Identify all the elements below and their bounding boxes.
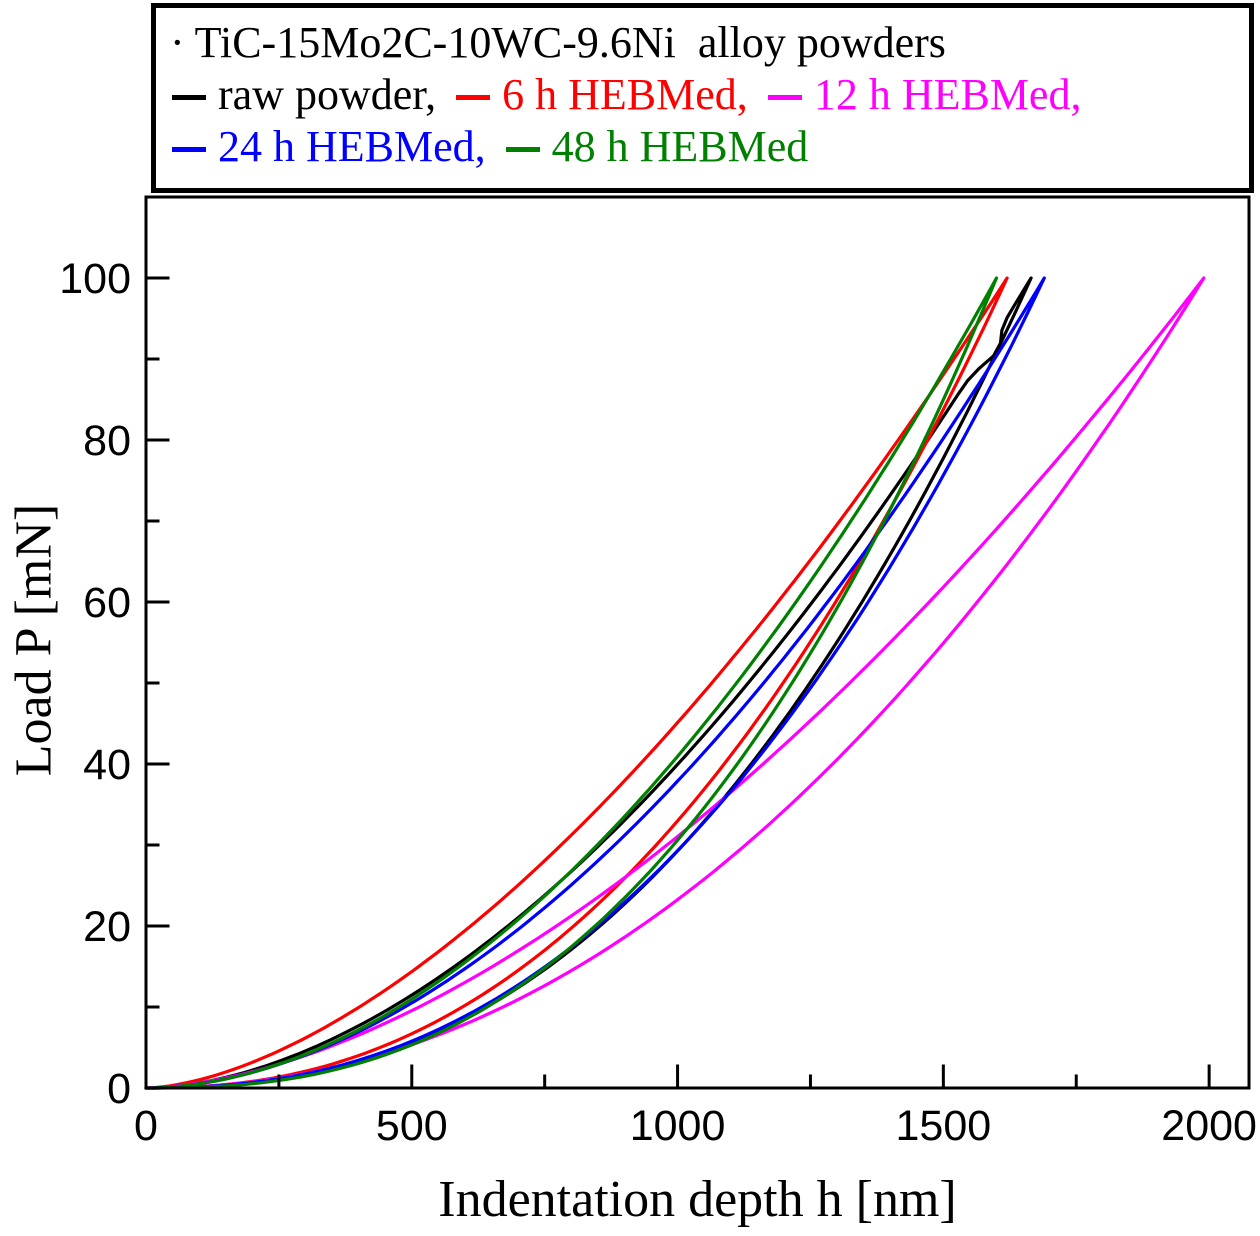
y-tick-label: 20 [83, 903, 131, 951]
x-tick-label: 2000 [1161, 1102, 1257, 1150]
legend-label-12-h-hebmed: 12 h HEBMed, [813, 70, 1082, 119]
y-tick-label: 80 [83, 417, 131, 465]
y-tick-label: 100 [59, 255, 131, 303]
legend-key-6-h-hebmed [456, 94, 491, 100]
legend-key-12-h-hebmed [767, 94, 802, 100]
curve-6-h-hebmed [144, 276, 1009, 1090]
legend-key-24-h-hebmed [172, 146, 206, 152]
x-tick-label: 0 [134, 1102, 158, 1150]
legend-row-2: raw powder, 6 h HEBMed, 12 h HEBMed, [166, 69, 1249, 121]
legend-label-48-h-hebmed: 48 h HEBMed [551, 122, 809, 171]
y-tick-label: 60 [83, 579, 131, 627]
x-tick-label: 1500 [896, 1102, 992, 1150]
legend-label-6-h-hebmed: 6 h HEBMed, [502, 70, 748, 119]
x-tick-label: 1000 [630, 1102, 726, 1150]
legend-label-24-h-hebmed: 24 h HEBMed, [218, 122, 486, 171]
curve-raw-powder [144, 276, 1033, 1090]
legend-bullet: · [170, 18, 185, 67]
x-tick-label: 500 [376, 1102, 448, 1150]
legend-row-3: 24 h HEBMed, 48 h HEBMed [166, 121, 1249, 173]
y-tick-label: 0 [107, 1065, 131, 1113]
plot-frame [144, 195, 1251, 1090]
curve-12-h-hebmed [144, 276, 1206, 1090]
curve-24-h-hebmed [144, 276, 1046, 1090]
legend-key-48-h-hebmed [505, 146, 540, 152]
legend-box: · TiC-15Mo2C-10WC-9.6Ni alloy powders ra… [151, 3, 1254, 193]
y-axis-title: Load P [mN] [5, 503, 63, 777]
legend-key-raw-powder [172, 94, 206, 100]
x-axis-title: Indentation depth h [nm] [438, 1171, 957, 1228]
legend-title: TiC-15Mo2C-10WC-9.6Ni alloy powders [194, 18, 946, 67]
legend-label-raw-powder: raw powder, [218, 70, 437, 119]
y-tick-label: 40 [83, 741, 131, 789]
legend-title-row: · TiC-15Mo2C-10WC-9.6Ni alloy powders [166, 17, 1249, 69]
curve-48-h-hebmed [144, 276, 999, 1090]
